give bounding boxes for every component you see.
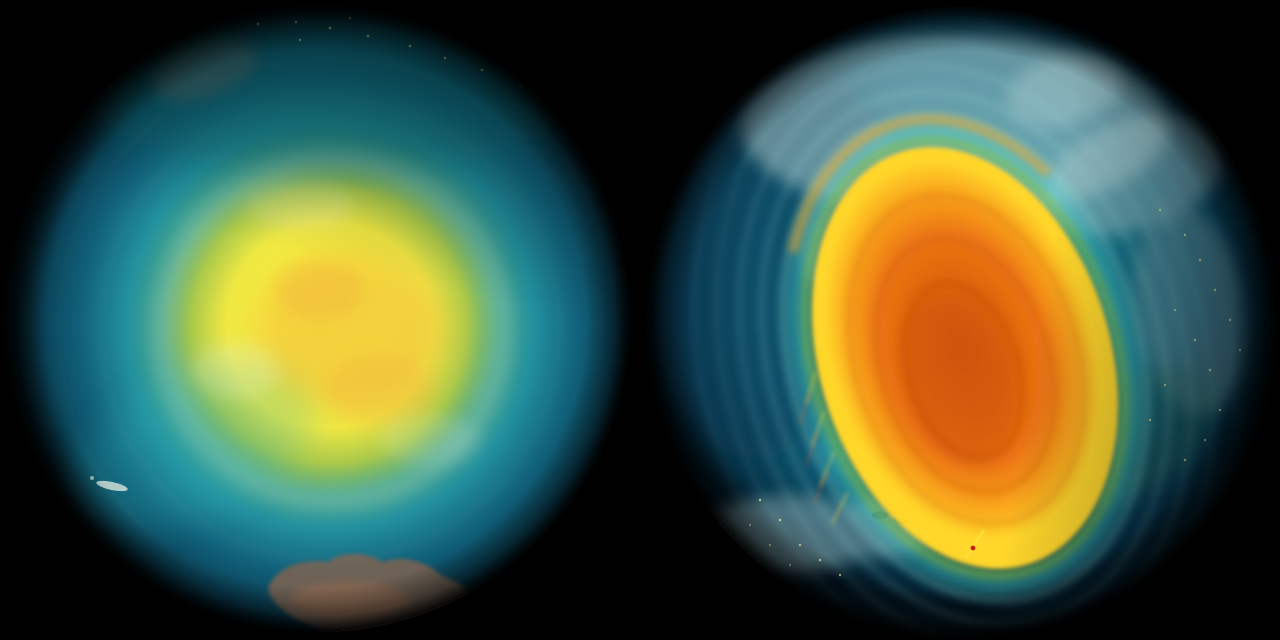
right-limb-darkening xyxy=(647,7,1277,637)
northern-hemisphere-globe xyxy=(647,7,1277,637)
southern-hemisphere-globe xyxy=(4,6,630,632)
left-limb-darkening xyxy=(4,6,630,632)
tasmania-landmass xyxy=(460,629,480,632)
